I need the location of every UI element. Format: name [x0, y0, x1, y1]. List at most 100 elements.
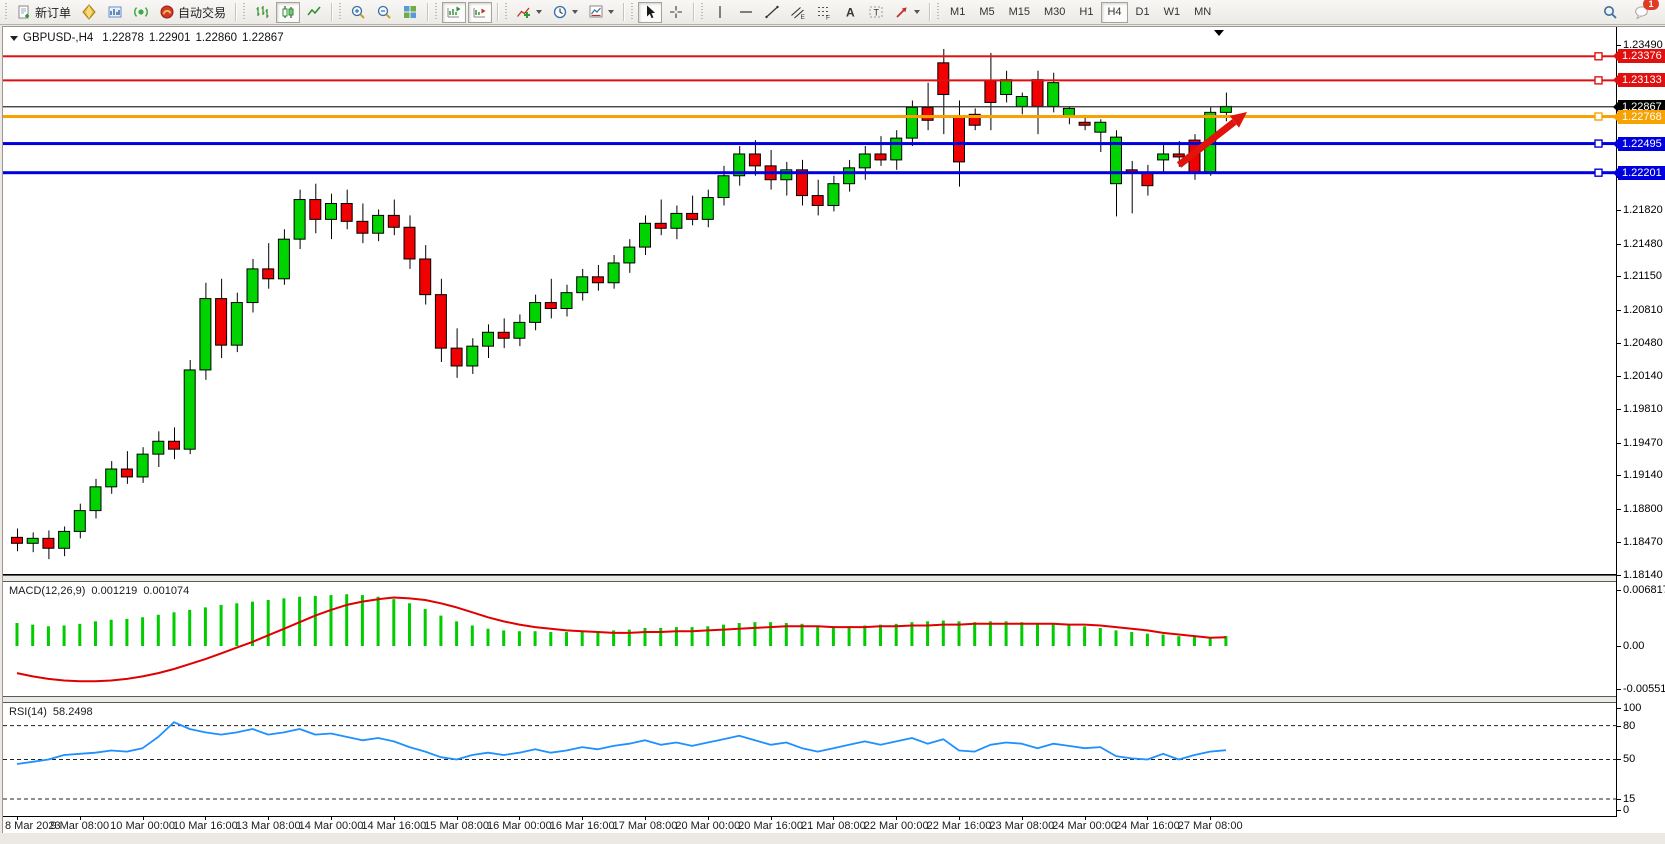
fibonacci-button[interactable]: F: [812, 2, 836, 23]
zoom-in-button[interactable]: [346, 2, 370, 23]
window-bottom-strip: [0, 833, 1665, 844]
indicators-button[interactable]: [512, 2, 546, 23]
rsi-axis-tick: 0: [1616, 804, 1630, 816]
autotrade-icon: [160, 5, 174, 19]
chevron-down-icon[interactable]: [608, 10, 615, 14]
template-icon: [589, 5, 603, 18]
tf-mn[interactable]: MN: [1188, 2, 1217, 23]
toolbar-grip[interactable]: [504, 3, 510, 21]
candle-body: [733, 153, 746, 177]
line-handle[interactable]: [1594, 139, 1603, 148]
toolbar-grip[interactable]: [338, 3, 344, 21]
macd-panel-canvas[interactable]: [3, 582, 1616, 696]
toolbar-grip[interactable]: [4, 3, 9, 21]
tf-m1[interactable]: M1: [944, 2, 971, 23]
line-handle[interactable]: [1594, 168, 1603, 177]
tf-m30[interactable]: M30: [1038, 2, 1071, 23]
candle-body: [717, 175, 730, 199]
auto-trading-button[interactable]: 自动交易: [155, 2, 230, 23]
notification-badge: 1: [1643, 0, 1659, 10]
new-order-button[interactable]: 新订单: [12, 2, 75, 23]
toolbar-grip[interactable]: [242, 3, 248, 21]
horizontal-line-button[interactable]: [734, 2, 758, 23]
price-axis[interactable]: 1.234901.221501.218201.214801.211501.208…: [1613, 27, 1665, 817]
templates-button[interactable]: [584, 2, 618, 23]
date-tick-mark: [205, 817, 207, 820]
line-chart-icon: [307, 6, 321, 16]
mql5-button[interactable]: [77, 2, 101, 23]
signals-button[interactable]: [129, 2, 153, 23]
horizontal-line-1.22768[interactable]: [3, 115, 1616, 119]
tf-d1[interactable]: D1: [1130, 2, 1156, 23]
zoom-out-button[interactable]: [372, 2, 396, 23]
tf-m5[interactable]: M5: [973, 2, 1000, 23]
date-tick: 10 Mar 00:00: [110, 820, 175, 832]
chart-collapse-icon[interactable]: [10, 35, 18, 41]
tf-mn-label: MN: [1194, 6, 1212, 18]
macd-hist-bar: [219, 604, 223, 646]
candlestick-chart-button[interactable]: [276, 1, 301, 23]
tf-m15[interactable]: M15: [1003, 2, 1036, 23]
toolbar-grip[interactable]: [700, 3, 706, 21]
tile-windows-button[interactable]: [398, 2, 422, 23]
equidistant-channel-button[interactable]: E: [786, 2, 810, 23]
line-handle[interactable]: [1594, 52, 1603, 61]
panel-splitter[interactable]: [3, 696, 1616, 703]
toolbar-grip[interactable]: [630, 3, 636, 21]
crosshair-button[interactable]: [664, 2, 688, 23]
line-chart-button[interactable]: [302, 2, 326, 23]
date-axis[interactable]: 8 Mar 2023 9 Mar 08:00 10 Mar 00:00 10 Mar …: [3, 817, 1616, 833]
candle-body: [89, 486, 102, 512]
panel-splitter[interactable]: [3, 575, 1616, 582]
trendline-button[interactable]: [760, 2, 784, 23]
line-handle[interactable]: [1594, 76, 1603, 85]
search-button[interactable]: [1598, 2, 1622, 23]
chevron-down-icon[interactable]: [914, 10, 921, 14]
market-depth-button[interactable]: [103, 2, 127, 23]
bar-chart-button[interactable]: [250, 2, 274, 23]
candle-body: [42, 537, 55, 549]
date-tick-mark: [896, 817, 898, 820]
auto-scroll-button[interactable]: [442, 1, 467, 23]
trend-arrow-head[interactable]: [1229, 112, 1247, 128]
candle-body: [450, 347, 463, 367]
chart-shift-icon: [473, 8, 486, 18]
rsi-panel-canvas[interactable]: [3, 703, 1616, 816]
arrows-button[interactable]: [890, 2, 924, 23]
chart-shift-button[interactable]: [468, 1, 493, 23]
toolbar-grip[interactable]: [434, 3, 440, 21]
chevron-down-icon[interactable]: [572, 10, 579, 14]
tf-h1[interactable]: H1: [1073, 2, 1099, 23]
horizontal-line-1.22495[interactable]: [3, 142, 1616, 146]
text-label-button[interactable]: T: [864, 2, 888, 23]
date-tick: 24 Mar 16:00: [1114, 820, 1180, 832]
horizontal-line-1.23376[interactable]: [3, 55, 1616, 58]
macd-hist-bar: [847, 626, 851, 646]
candle-body: [293, 199, 306, 240]
horizontal-line-1.22201[interactable]: [3, 171, 1616, 175]
tf-w1[interactable]: W1: [1158, 2, 1187, 23]
notifications-button[interactable]: [1630, 2, 1654, 23]
macd-hist-bar: [156, 614, 160, 646]
candle-body: [529, 302, 542, 323]
candle-body: [953, 115, 965, 163]
macd-hist-bar: [643, 627, 647, 646]
candle-body: [215, 298, 228, 346]
text-button[interactable]: A: [838, 2, 862, 23]
label-t-icon: T: [869, 6, 883, 18]
trend-arrow[interactable]: [1176, 119, 1237, 168]
macd-hist-bar: [1193, 636, 1196, 646]
toolbar-grip[interactable]: [936, 3, 942, 21]
horizontal-line-1.23133[interactable]: [3, 79, 1616, 82]
chevron-down-icon[interactable]: [536, 10, 543, 14]
date-tick-mark: [393, 817, 395, 820]
line-handle[interactable]: [1594, 112, 1603, 121]
main-chart-canvas[interactable]: [3, 27, 1616, 576]
macd-hist-bar: [816, 625, 820, 646]
price-tick: 1.21150: [1617, 270, 1662, 283]
tf-h4[interactable]: H4: [1101, 1, 1128, 23]
periods-button[interactable]: [548, 2, 582, 23]
vertical-line-button[interactable]: [708, 2, 732, 23]
macd-hist-bar: [674, 627, 678, 646]
cursor-button[interactable]: [638, 1, 663, 23]
